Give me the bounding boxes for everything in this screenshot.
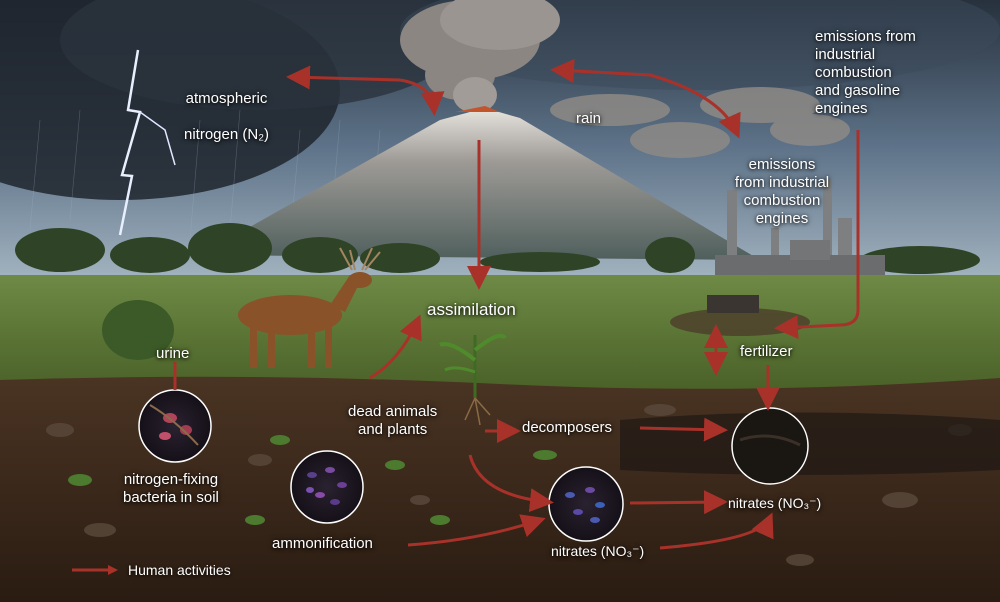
arrow-emissions-to-right [649, 73, 741, 139]
bacteria-circle-icon [290, 450, 364, 524]
arrow-to-atmospheric [286, 65, 401, 90]
ammonification-label: ammonification [272, 535, 373, 552]
assimilation-label: assimilation [427, 300, 516, 319]
lightning-icon [118, 49, 142, 236]
volcano-plume [400, 0, 560, 113]
rain-label: rain [576, 110, 602, 127]
seedlings [68, 435, 557, 525]
soil-circle-icon [731, 407, 809, 485]
atmospheric-nitrogen-label: atmospheric nitrogen (N₂) [184, 72, 269, 144]
legend-label: Human activities [128, 562, 231, 578]
atmospheric-line1: atmospheric [185, 90, 268, 107]
legend: Human activities [72, 562, 231, 578]
arrow-gasoline-to-fertilizer [774, 130, 860, 340]
nitrates-circle-icon [548, 466, 624, 542]
arrow-emissions-to-left [550, 58, 651, 83]
arrow-nitrates-to-nitrates [629, 490, 728, 515]
cycle-arrows [286, 58, 860, 550]
nitrates-center-label: nitrates (NO₃⁻) [551, 543, 645, 559]
dead-animals-label: dead animals and plants [348, 403, 438, 438]
tree-line [15, 223, 980, 274]
decomposers-label: decomposers [522, 419, 613, 436]
deer-icon [238, 247, 381, 368]
tractor-icon [707, 295, 759, 313]
plant-icon [439, 333, 507, 426]
arrow-decomposers-to-soil [639, 417, 728, 442]
arrow-plants-to-nitrates [468, 454, 554, 513]
urine-label: urine [156, 345, 190, 362]
factory-icon [715, 180, 885, 277]
legend-arrow-icon [72, 565, 118, 575]
arrow-to-assimilation [369, 314, 422, 380]
fertilizer-label: fertilizer [740, 343, 793, 360]
arrow-nitrates-loop [659, 512, 774, 550]
arrow-ammonification-to-nitrates [407, 514, 546, 547]
emissions-gasoline-label: emissions from industrial combustion and… [815, 28, 916, 117]
nitrogen-fixing-bacteria-circle-icon [138, 389, 212, 463]
nitrogen-fixing-label: nitrogen-fixing bacteria in soil [123, 471, 219, 506]
emissions-industrial-label: emissions from industrial combustion eng… [734, 156, 830, 227]
nitrates-right-label: nitrates (NO₃⁻) [728, 495, 822, 511]
atmospheric-line2: nitrogen (N₂) [184, 126, 270, 143]
arrow-atmospheric-to-volcano [399, 78, 445, 116]
